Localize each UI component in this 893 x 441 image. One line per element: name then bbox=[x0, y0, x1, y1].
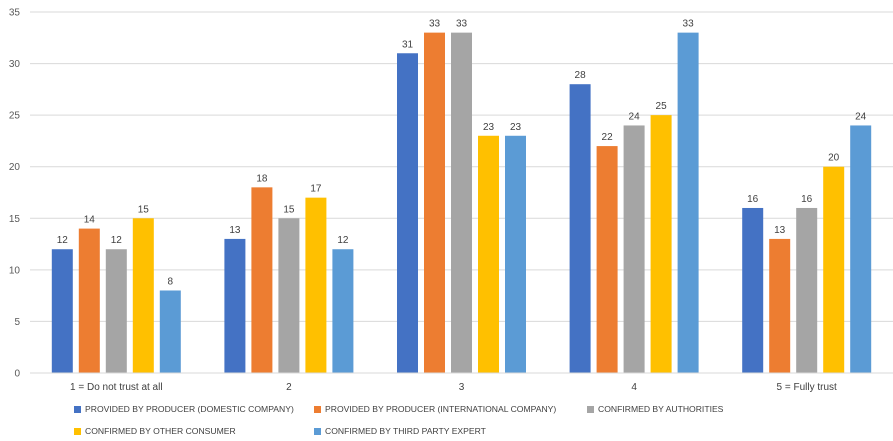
data-label: 23 bbox=[510, 122, 522, 133]
x-tick-label: 1 = Do not trust at all bbox=[70, 382, 163, 393]
data-label: 15 bbox=[138, 204, 150, 215]
bar bbox=[769, 238, 791, 373]
legend-swatch-authorities bbox=[587, 405, 594, 413]
legend-label-domestic: PROVIDED BY PRODUCER (DOMESTIC COMPANY) bbox=[85, 404, 294, 414]
data-label: 31 bbox=[402, 39, 414, 50]
y-tick-label: 20 bbox=[9, 162, 21, 173]
bar bbox=[132, 218, 154, 373]
bars bbox=[51, 32, 872, 374]
legend-label-third-party: CONFIRMED BY THIRD PARTY EXPERT bbox=[325, 426, 486, 436]
x-axis-labels: 1 = Do not trust at all 2 3 4 5 = Fully trus… bbox=[70, 382, 837, 393]
y-axis-ticks: 0 5 10 15 20 25 30 35 bbox=[9, 8, 21, 380]
bar bbox=[478, 135, 499, 373]
bar bbox=[451, 32, 472, 373]
legend-label-authorities: CONFIRMED BY AUTHORITIES bbox=[598, 404, 724, 414]
data-label: 25 bbox=[656, 101, 668, 112]
legend-swatch-other-consumer bbox=[74, 427, 81, 435]
data-label: 13 bbox=[229, 225, 241, 236]
bar bbox=[650, 115, 672, 374]
data-label: 24 bbox=[629, 111, 641, 122]
bar bbox=[251, 187, 273, 373]
bar bbox=[278, 218, 300, 373]
legend-item-authorities[interactable]: CONFIRMED BY AUTHORITIES bbox=[587, 404, 723, 414]
bar bbox=[224, 238, 246, 373]
data-label: 28 bbox=[575, 70, 587, 81]
legend-swatch-third-party bbox=[314, 427, 321, 435]
bar bbox=[823, 166, 845, 373]
data-label: 16 bbox=[747, 194, 759, 205]
data-label: 12 bbox=[337, 235, 349, 246]
bar bbox=[596, 146, 618, 373]
data-label: 8 bbox=[168, 276, 174, 287]
legend-item-domestic[interactable]: PROVIDED BY PRODUCER (DOMESTIC COMPANY) bbox=[74, 404, 294, 414]
y-tick-label: 5 bbox=[14, 317, 20, 328]
legend-swatch-domestic bbox=[74, 405, 81, 413]
bar bbox=[397, 53, 418, 373]
bar bbox=[850, 125, 872, 373]
bar bbox=[505, 135, 526, 373]
bar bbox=[623, 125, 645, 373]
bar bbox=[677, 32, 699, 373]
legend-item-international[interactable]: PROVIDED BY PRODUCER (INTERNATIONAL COMP… bbox=[314, 404, 556, 414]
legend-item-third-party[interactable]: CONFIRMED BY THIRD PARTY EXPERT bbox=[314, 426, 486, 436]
legend-label-international: PROVIDED BY PRODUCER (INTERNATIONAL COMP… bbox=[325, 404, 557, 414]
data-label: 15 bbox=[283, 204, 295, 215]
data-label: 14 bbox=[84, 215, 96, 226]
y-tick-label: 10 bbox=[9, 265, 21, 276]
bar bbox=[105, 249, 127, 373]
bar bbox=[569, 84, 591, 373]
data-labels: 12 14 12 15 8 13 18 15 17 12 31 33 33 23 23 28 22 24 25 33 1… bbox=[57, 19, 867, 288]
bar bbox=[742, 207, 764, 373]
y-tick-label: 0 bbox=[14, 369, 20, 380]
x-tick-label: 2 bbox=[286, 382, 292, 393]
x-tick-label: 5 = Fully trust bbox=[777, 382, 838, 393]
y-tick-label: 15 bbox=[9, 214, 21, 225]
legend-item-other-consumer[interactable]: CONFIRMED BY OTHER CONSUMER bbox=[74, 426, 236, 436]
y-tick-label: 25 bbox=[9, 111, 21, 122]
data-label: 24 bbox=[855, 111, 867, 122]
x-tick-label: 3 bbox=[459, 382, 465, 393]
y-tick-label: 30 bbox=[9, 59, 21, 70]
bar bbox=[159, 290, 181, 373]
data-label: 17 bbox=[310, 184, 322, 195]
x-tick-label: 4 bbox=[631, 382, 637, 393]
bar bbox=[78, 228, 100, 373]
data-label: 23 bbox=[483, 122, 495, 133]
bar bbox=[424, 32, 445, 373]
legend-swatch-international bbox=[314, 405, 321, 413]
data-label: 18 bbox=[256, 173, 268, 184]
data-label: 12 bbox=[111, 235, 123, 246]
data-label: 22 bbox=[602, 132, 614, 143]
data-label: 33 bbox=[683, 19, 695, 30]
bar bbox=[332, 249, 354, 373]
bar bbox=[305, 197, 327, 373]
data-label: 12 bbox=[57, 235, 69, 246]
bar bbox=[51, 249, 73, 373]
bar bbox=[796, 207, 818, 373]
data-label: 13 bbox=[774, 225, 786, 236]
y-tick-label: 35 bbox=[9, 8, 21, 19]
data-label: 33 bbox=[429, 19, 441, 30]
legend: PROVIDED BY PRODUCER (DOMESTIC COMPANY) … bbox=[0, 398, 893, 441]
data-label: 20 bbox=[828, 153, 840, 164]
data-label: 33 bbox=[456, 19, 468, 30]
data-label: 16 bbox=[801, 194, 813, 205]
legend-label-other-consumer: CONFIRMED BY OTHER CONSUMER bbox=[85, 426, 236, 436]
